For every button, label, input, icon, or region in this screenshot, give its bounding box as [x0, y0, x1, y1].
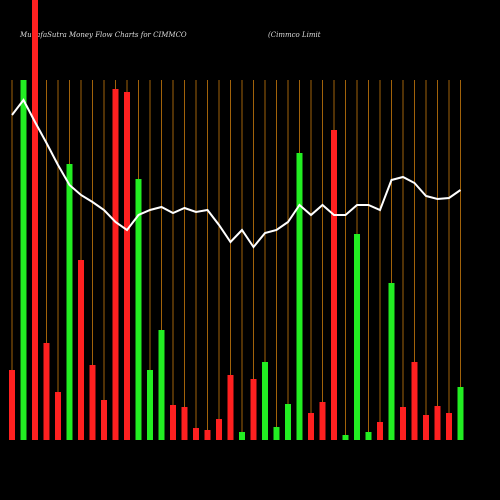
bar: [158, 330, 165, 440]
bar: [319, 402, 326, 440]
bar: [89, 365, 96, 440]
bar: [273, 427, 280, 440]
bar: [193, 428, 199, 440]
bar: [411, 362, 418, 440]
bar: [204, 430, 211, 440]
bar: [434, 406, 441, 440]
chart-subtitle: (Cimmco Limit: [268, 31, 321, 39]
bar: [112, 89, 119, 440]
bar: [296, 153, 303, 440]
bar: [9, 370, 15, 440]
bar: [342, 435, 349, 440]
bar: [135, 179, 142, 440]
bar: [66, 164, 73, 440]
bar: [147, 370, 153, 440]
bar: [423, 415, 429, 440]
bar: [78, 260, 84, 440]
bar: [55, 392, 61, 440]
bar: [170, 405, 176, 440]
bar: [181, 407, 188, 440]
bar: [331, 130, 337, 440]
bar: [365, 432, 372, 440]
bar: [250, 379, 257, 440]
bar: [285, 404, 291, 440]
bar: [239, 432, 245, 440]
bar: [32, 0, 38, 440]
bar: [400, 407, 406, 440]
bar: [354, 234, 360, 440]
bar: [377, 422, 383, 440]
bar: [446, 413, 452, 440]
bar: [43, 343, 50, 440]
chart-title: MunafaSutra Money Flow Charts for CIMMCO: [19, 31, 187, 39]
bar: [216, 419, 222, 440]
bar: [457, 387, 464, 440]
bar: [124, 92, 130, 440]
bar: [227, 375, 234, 440]
bar: [388, 283, 395, 440]
bar: [20, 80, 27, 440]
bar: [262, 362, 268, 440]
bar: [101, 400, 107, 440]
bar: [308, 413, 314, 440]
money-flow-line: [11, 98, 462, 249]
